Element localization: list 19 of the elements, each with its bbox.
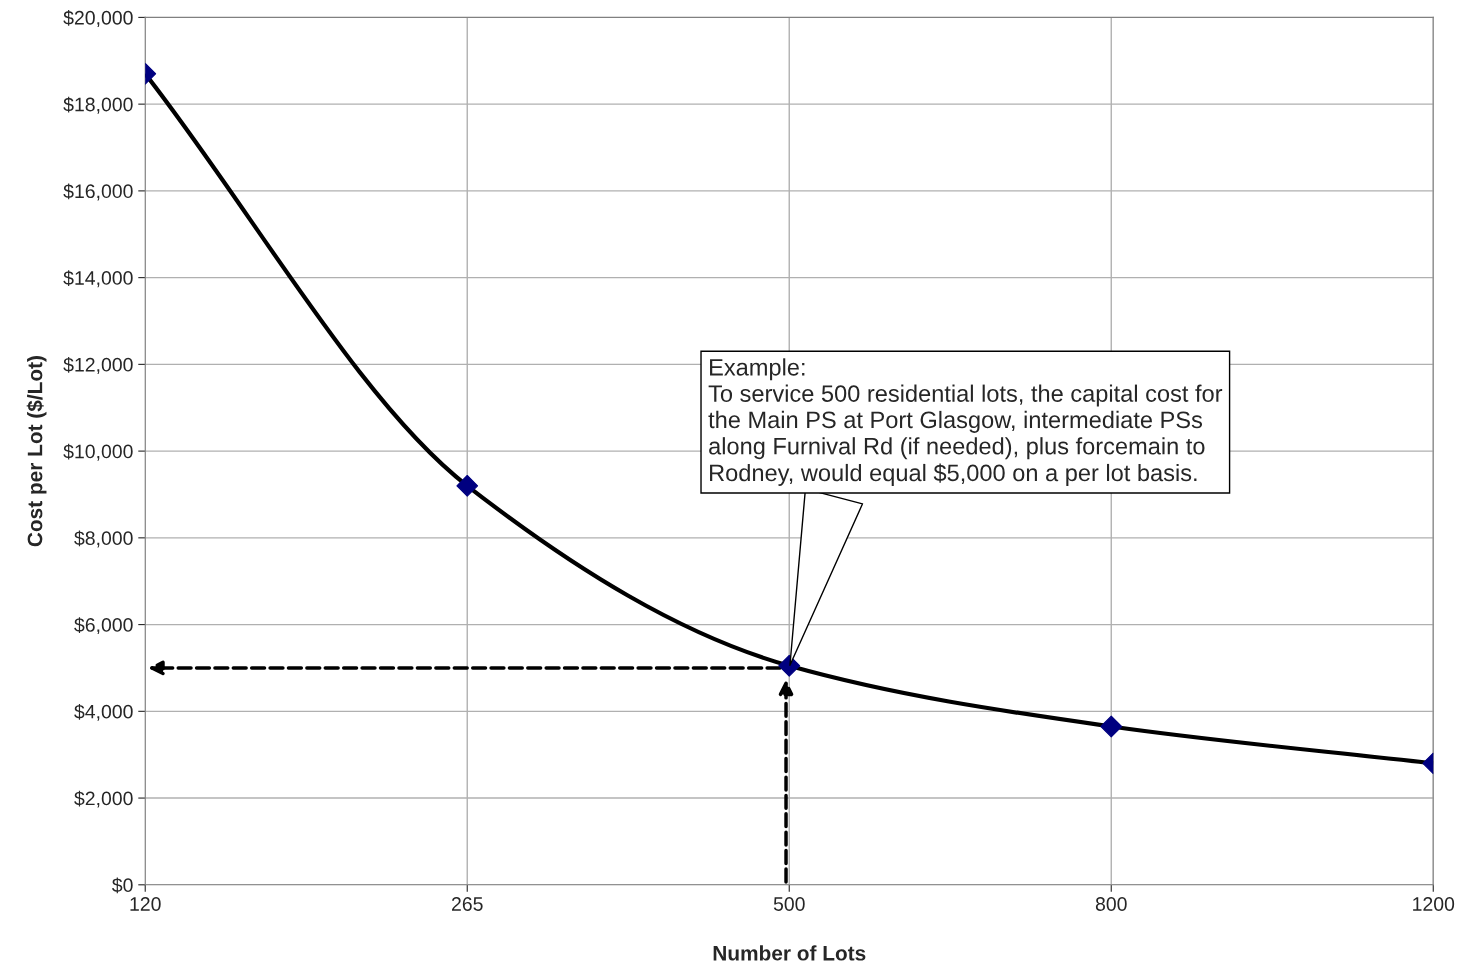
y-tick-label: $2,000 [74, 790, 133, 808]
y-tick-label: $16,000 [63, 183, 133, 201]
y-tick-label: $18,000 [63, 96, 133, 114]
x-tick-label: 120 [130, 897, 161, 911]
x-axis-title: Number of Lots [713, 945, 866, 961]
y-tick-label: $10,000 [63, 443, 133, 461]
y-tick-label: $8,000 [74, 530, 133, 548]
annotation: Example: To service 500 residential lots, the capital cost for the Main PS at Port Glasgow, intermediate PSs along Furnival Rd (if needed), plus forcemain to Rodney, would equal $5,000 on a per lot basis. [708, 358, 1223, 486]
y-tick-label: $12,000 [63, 357, 133, 374]
x-tick-label: 1200 [1413, 897, 1455, 911]
x-tick-label: 500 [773, 897, 805, 911]
y-axis-title: Cost per Lot ($/Lot) [26, 356, 47, 547]
y-tick-label: $4,000 [74, 703, 133, 721]
x-tick-label: 265 [452, 897, 483, 911]
y-tick-label: $6,000 [74, 617, 133, 635]
y-tick-label: $20,000 [63, 10, 133, 27]
y-tick-label: $14,000 [63, 270, 133, 288]
x-tick-label: 800 [1095, 897, 1127, 911]
y-tick-label: $0 [112, 877, 133, 894]
